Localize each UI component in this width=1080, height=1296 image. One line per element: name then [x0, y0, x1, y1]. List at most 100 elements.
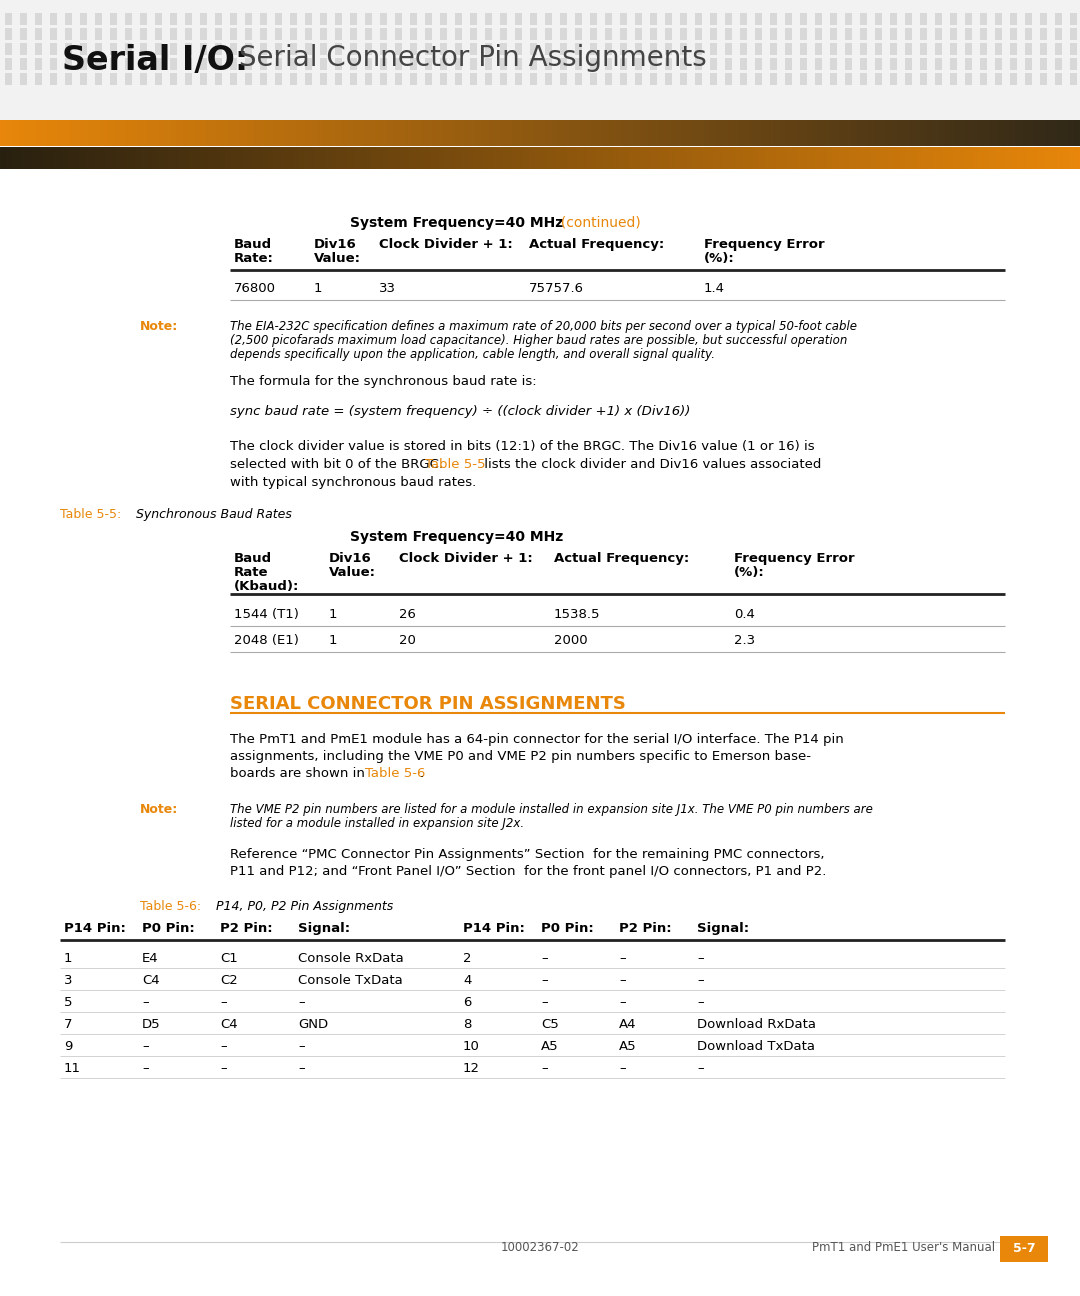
Bar — [470, 29, 477, 40]
Bar — [831, 13, 837, 25]
Bar — [935, 73, 942, 86]
Bar — [335, 73, 342, 86]
Bar — [305, 13, 312, 25]
Bar — [440, 43, 447, 54]
Text: C2: C2 — [220, 975, 238, 988]
Bar — [291, 58, 297, 70]
Text: 76800: 76800 — [234, 283, 276, 295]
Text: Frequency Error: Frequency Error — [704, 238, 825, 251]
Bar — [590, 58, 597, 70]
Bar — [1025, 43, 1032, 54]
Text: The EIA-232C specification defines a maximum rate of 20,000 bits per second over: The EIA-232C specification defines a max… — [230, 320, 858, 333]
Bar — [966, 73, 972, 86]
Bar — [410, 29, 417, 40]
Bar — [905, 58, 912, 70]
Text: 6: 6 — [463, 997, 471, 1010]
Bar — [156, 43, 162, 54]
Bar — [455, 29, 462, 40]
Text: .: . — [420, 767, 424, 780]
Bar — [110, 58, 117, 70]
Bar — [21, 73, 27, 86]
Text: PmT1 and PmE1 User's Manual: PmT1 and PmE1 User's Manual — [812, 1242, 995, 1255]
Bar — [245, 43, 252, 54]
Bar — [800, 29, 807, 40]
Text: Table 5-6: Table 5-6 — [365, 767, 426, 780]
Bar — [320, 73, 327, 86]
Bar — [245, 29, 252, 40]
Bar — [200, 29, 207, 40]
Bar — [245, 13, 252, 25]
Bar — [696, 13, 702, 25]
Text: Serial Connector Pin Assignments: Serial Connector Pin Assignments — [230, 44, 706, 73]
Text: (Kbaud):: (Kbaud): — [234, 581, 299, 594]
Bar — [920, 29, 927, 40]
Bar — [665, 43, 672, 54]
Text: Serial I/O:: Serial I/O: — [62, 44, 248, 76]
Text: 2048 (E1): 2048 (E1) — [234, 634, 299, 647]
Bar — [980, 58, 987, 70]
Bar — [335, 29, 342, 40]
Text: Signal:: Signal: — [298, 921, 350, 934]
Text: 1538.5: 1538.5 — [554, 608, 600, 621]
Bar — [815, 13, 822, 25]
Bar — [320, 43, 327, 54]
Bar — [291, 73, 297, 86]
Text: –: – — [541, 953, 548, 966]
Bar — [980, 43, 987, 54]
Bar — [800, 58, 807, 70]
Text: P2 Pin:: P2 Pin: — [619, 921, 672, 934]
Text: Note:: Note: — [140, 804, 178, 816]
Text: –: – — [298, 1039, 305, 1052]
Text: sync baud rate = (system frequency) ÷ ((clock divider +1) x (Div16)): sync baud rate = (system frequency) ÷ ((… — [230, 404, 690, 419]
Bar — [620, 13, 627, 25]
Bar — [380, 13, 387, 25]
Text: –: – — [619, 997, 625, 1010]
Bar — [1070, 29, 1077, 40]
Text: 11: 11 — [64, 1061, 81, 1074]
Bar — [410, 73, 417, 86]
Bar — [845, 13, 852, 25]
Bar — [995, 43, 1002, 54]
Bar — [110, 13, 117, 25]
Text: System Frequency=40 MHz: System Frequency=40 MHz — [350, 530, 564, 544]
Text: The PmT1 and PmE1 module has a 64-pin connector for the serial I/O interface. Th: The PmT1 and PmE1 module has a 64-pin co… — [230, 734, 843, 746]
Bar — [995, 13, 1002, 25]
Bar — [530, 73, 537, 86]
Bar — [426, 58, 432, 70]
Bar — [291, 13, 297, 25]
Text: 0.4: 0.4 — [734, 608, 755, 621]
Bar — [200, 43, 207, 54]
Bar — [350, 73, 357, 86]
Text: 2000: 2000 — [554, 634, 588, 647]
Bar — [696, 43, 702, 54]
Bar — [230, 13, 237, 25]
Bar — [860, 43, 867, 54]
Bar — [785, 29, 792, 40]
Bar — [95, 43, 102, 54]
Bar — [1070, 58, 1077, 70]
Text: The VME P2 pin numbers are listed for a module installed in expansion site J1x. : The VME P2 pin numbers are listed for a … — [230, 804, 873, 816]
Bar — [950, 29, 957, 40]
Text: Div16: Div16 — [314, 238, 356, 251]
Bar — [725, 13, 732, 25]
Bar — [110, 73, 117, 86]
Text: 1: 1 — [329, 608, 337, 621]
Text: –: – — [141, 1039, 149, 1052]
Bar — [21, 43, 27, 54]
Text: with typical synchronous baud rates.: with typical synchronous baud rates. — [230, 476, 476, 489]
Bar — [650, 29, 657, 40]
Bar — [485, 13, 492, 25]
Bar — [275, 43, 282, 54]
Bar — [140, 13, 147, 25]
Bar — [350, 13, 357, 25]
Bar — [140, 29, 147, 40]
Bar — [320, 58, 327, 70]
Text: –: – — [141, 1061, 149, 1074]
Bar — [650, 73, 657, 86]
Bar — [80, 73, 87, 86]
Bar — [500, 43, 507, 54]
Bar — [125, 29, 132, 40]
Bar — [50, 58, 57, 70]
Text: –: – — [220, 997, 227, 1010]
Bar — [35, 58, 42, 70]
